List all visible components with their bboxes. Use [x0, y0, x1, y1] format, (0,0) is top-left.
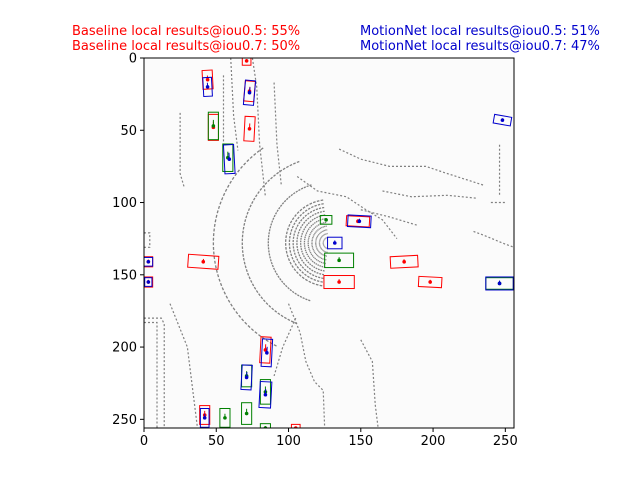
x-tick-label: 50	[208, 434, 225, 449]
baseline-box-19	[417, 275, 443, 289]
x-tick-label: 250	[493, 434, 518, 449]
ground_truth-box-outline	[222, 143, 234, 172]
baseline-iou07-label: Baseline local results@iou0.7: 50%	[72, 39, 301, 54]
y-axis-ticks: 0 50 100 150 200 250	[112, 52, 144, 428]
motionnet-box-outline	[242, 79, 257, 106]
motionnet-box-outline	[327, 236, 343, 250]
motionnet-box-27	[260, 338, 274, 368]
baseline-box-outline	[241, 58, 252, 66]
baseline-box-outline	[290, 423, 301, 428]
baseline-box-outline	[323, 275, 355, 290]
baseline-box-outline	[199, 405, 211, 425]
baseline-box-17	[187, 253, 220, 270]
motionnet-box-outline	[260, 338, 274, 368]
ground_truth-box-outline	[319, 215, 333, 225]
motionnet-iou07-label: MotionNet local results@iou0.7: 47%	[360, 39, 600, 54]
motionnet-box-outline	[240, 364, 253, 391]
motionnet-box-14	[327, 236, 343, 250]
ground_truth-box-outline	[259, 379, 271, 405]
y-tick-label: 250	[112, 413, 137, 428]
baseline-box-outline	[187, 253, 220, 270]
motionnet-box-21	[485, 276, 514, 291]
x-axis-ticks: 0 50 100 150 200 250	[140, 428, 518, 449]
y-tick-label: 100	[112, 196, 137, 211]
motionnet-box-10	[492, 113, 513, 127]
motionnet-box-outline	[485, 276, 514, 291]
baseline-box-2	[241, 58, 252, 66]
motionnet-iou05-label: MotionNet local results@iou0.5: 51%	[360, 24, 600, 39]
motionnet-box-outline	[199, 407, 210, 428]
motionnet-box-25	[144, 277, 153, 287]
baseline-box-outline	[259, 336, 272, 364]
y-tick-label: 150	[112, 268, 137, 283]
motionnet-box-9	[222, 143, 236, 175]
motionnet-box-outline	[492, 113, 513, 127]
baseline-box-outline	[345, 215, 371, 228]
motionnet-box-outline	[346, 214, 372, 229]
motionnet-box-outline	[258, 380, 273, 409]
baseline-box-outline	[417, 275, 443, 289]
motionnet-box-outline	[144, 277, 153, 287]
plot-background	[144, 58, 514, 428]
baseline-box-16	[323, 275, 355, 290]
baseline-iou05-label: Baseline local results@iou0.5: 55%	[72, 24, 301, 39]
x-tick-label: 0	[140, 434, 148, 449]
motionnet-box-31	[258, 380, 273, 409]
ground_truth-box-outline	[219, 407, 231, 428]
lidar-point-cloud	[144, 58, 514, 428]
baseline-box-outline	[389, 254, 419, 269]
y-tick-label: 200	[112, 341, 137, 356]
ground_truth-box-32	[241, 402, 253, 425]
baseline-box-18	[389, 254, 419, 269]
baseline-results-header: Baseline local results@iou0.5: 55% Basel…	[72, 24, 300, 54]
motionnet-results-header: MotionNet local results@iou0.5: 51% Moti…	[360, 24, 600, 54]
ground_truth-box-11	[319, 215, 333, 225]
motionnet-box-1	[202, 76, 213, 98]
baseline-box-7	[243, 115, 256, 142]
motionnet-box-23	[144, 256, 154, 267]
ground_truth-box-outline	[241, 402, 253, 425]
baseline-box-outline	[144, 276, 154, 288]
ground_truth-box-6	[207, 111, 219, 141]
x-tick-label: 150	[348, 434, 373, 449]
motionnet-box-29	[240, 364, 253, 391]
ground_truth-box-15	[324, 252, 355, 269]
x-tick-label: 100	[276, 434, 301, 449]
ground_truth-box-outline	[207, 111, 219, 141]
motionnet-box-outline	[144, 256, 154, 267]
y-tick-label: 50	[120, 124, 137, 139]
plot-frame	[143, 57, 515, 429]
ground_truth-box-outline	[324, 252, 355, 269]
ground_truth-box-35	[219, 407, 231, 428]
motionnet-box-outline	[202, 76, 213, 98]
motionnet-box-34	[199, 407, 210, 428]
y-tick-label: 0	[129, 52, 137, 67]
ground_truth-box-outline	[259, 423, 271, 428]
motionnet-box-outline	[222, 143, 236, 175]
baseline-box-26	[259, 336, 272, 364]
detection-boxes	[144, 58, 514, 428]
x-tick-label: 200	[421, 434, 446, 449]
motionnet-box-4	[242, 79, 257, 106]
motionnet-box-13	[346, 214, 372, 229]
baseline-box-outline	[243, 115, 256, 142]
